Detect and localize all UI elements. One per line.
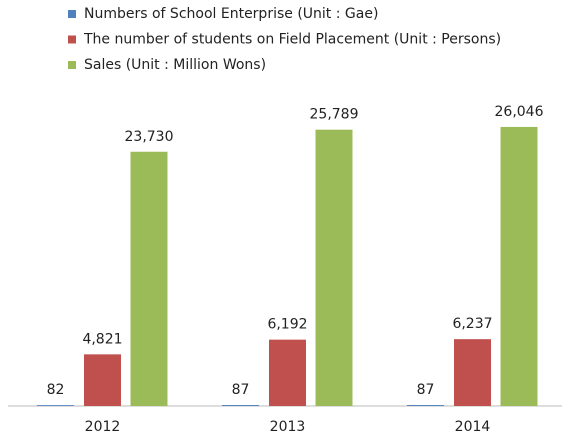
legend-label: Sales (Unit : Million Wons) (84, 57, 266, 73)
value-label: 26,046 (495, 104, 544, 120)
legend-label: The number of students on Field Placemen… (83, 32, 501, 48)
bar (407, 405, 444, 406)
value-label: 87 (232, 382, 250, 398)
value-label: 25,789 (310, 107, 359, 123)
legend-swatch (68, 35, 76, 44)
legend-swatch (68, 10, 76, 18)
value-label: 6,237 (452, 316, 492, 332)
bar (84, 354, 121, 406)
x-tick-label: 2014 (455, 419, 491, 435)
bar (315, 129, 353, 407)
x-tick-label: 2012 (85, 419, 121, 435)
value-label: 4,821 (82, 331, 122, 347)
value-label: 82 (47, 382, 65, 398)
x-tick-label: 2013 (270, 419, 306, 435)
legend-swatch (68, 61, 76, 69)
value-label: 6,192 (267, 317, 307, 333)
bar (222, 405, 259, 406)
bar (269, 339, 306, 406)
bar (454, 339, 491, 406)
bar (130, 151, 168, 406)
bar (500, 126, 538, 406)
bar (37, 405, 74, 406)
value-label: 87 (417, 382, 435, 398)
legend-label: Numbers of School Enterprise (Unit : Gae… (84, 6, 378, 22)
value-label: 23,730 (125, 129, 174, 145)
